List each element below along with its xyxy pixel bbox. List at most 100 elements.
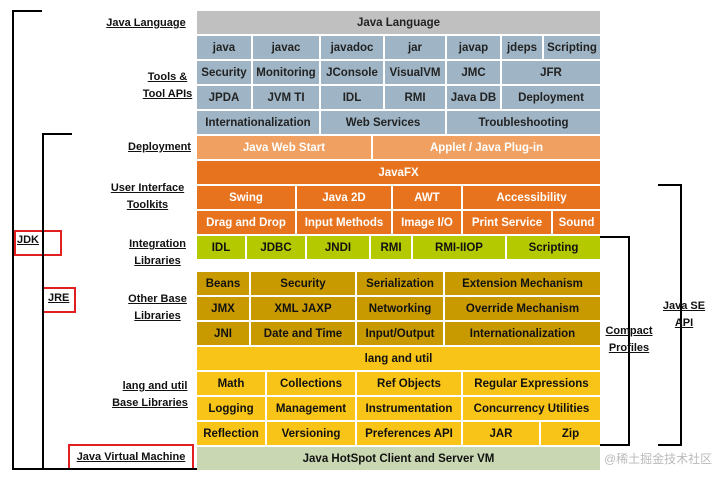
javase-bracket-top [658, 184, 682, 186]
ui-sound: Sound [553, 211, 600, 234]
javase-bracket-vertical [680, 184, 682, 446]
lang-versioning: Versioning [267, 422, 355, 445]
tool-jar: jar [385, 36, 445, 59]
label-ui-line2: Toolkits [126, 199, 169, 211]
lang-management: Management [267, 397, 355, 420]
base-date-and-time: Date and Time [251, 322, 355, 345]
integ-idl: IDL [197, 236, 245, 259]
compact-bracket-top [600, 236, 630, 238]
tool-javap: javap [447, 36, 500, 59]
compact-bracket-vertical [628, 236, 630, 446]
label-lang-util-line1: lang and util [122, 380, 188, 392]
tool-rmi: RMI [385, 86, 445, 109]
lang-logging: Logging [197, 397, 265, 420]
lang-reflection: Reflection [197, 422, 265, 445]
jdk-bracket-bottom [12, 468, 197, 470]
tool-internationalization: Internationalization [197, 111, 319, 134]
java-se-api-line1: Java SE [662, 300, 706, 312]
lang-regular-expressions: Regular Expressions [463, 372, 600, 395]
ui-awt: AWT [393, 186, 461, 209]
label-other-base-line1: Other Base [128, 293, 187, 305]
integ-jndi: JNDI [307, 236, 369, 259]
lang-collections: Collections [267, 372, 355, 395]
tool-javac: javac [253, 36, 319, 59]
lang-preferences-api: Preferences API [357, 422, 461, 445]
tool-scripting: Scripting [544, 36, 600, 59]
base-jni: JNI [197, 322, 249, 345]
tool-monitoring: Monitoring [253, 61, 319, 84]
base-serialization: Serialization [357, 272, 443, 295]
integ-scripting: Scripting [507, 236, 600, 259]
tool-troubleshooting: Troubleshooting [447, 111, 600, 134]
ui-image-io: Image I/O [393, 211, 461, 234]
watermark-text: @稀土掘金技术社区 [604, 452, 713, 466]
compact-profiles-line2: Profiles [608, 342, 650, 354]
ui-java2d: Java 2D [297, 186, 391, 209]
label-deployment: Deployment [128, 141, 191, 153]
label-tools-line2: Tool APIs [142, 88, 193, 100]
label-tools-line1: Tools & [147, 71, 188, 83]
javase-bracket-bottom [658, 444, 682, 446]
deploy-applet-plugin: Applet / Java Plug-in [373, 136, 600, 159]
tool-deployment: Deployment [502, 86, 600, 109]
jdk-label: JDK [17, 234, 40, 246]
base-internationalization: Internationalization [445, 322, 600, 345]
jre-bracket-vertical [42, 133, 44, 470]
tool-web-services: Web Services [321, 111, 445, 134]
compact-bracket-bottom [600, 444, 630, 446]
lang-zip: Zip [541, 422, 600, 445]
lang-concurrency-utilities: Concurrency Utilities [463, 397, 600, 420]
base-input-output: Input/Output [357, 322, 443, 345]
integ-jdbc: JDBC [247, 236, 305, 259]
java-se-api-line2: API [674, 317, 694, 329]
label-ui-line1: User Interface [110, 182, 185, 194]
jre-bracket-top [42, 133, 72, 135]
ui-drag-and-drop: Drag and Drop [197, 211, 295, 234]
lang-jar: JAR [463, 422, 539, 445]
tool-jfr: JFR [502, 61, 600, 84]
label-jvm: Java Virtual Machine [76, 451, 186, 463]
jdk-bracket-vertical [12, 10, 14, 470]
tool-jvmti: JVM TI [253, 86, 319, 109]
ui-accessibility: Accessibility [463, 186, 600, 209]
ui-print-service: Print Service [463, 211, 551, 234]
deploy-java-web-start: Java Web Start [197, 136, 371, 159]
base-extension-mechanism: Extension Mechanism [445, 272, 600, 295]
label-java-language: Java Language [106, 17, 186, 29]
base-jmx: JMX [197, 297, 249, 320]
label-other-base-line2: Libraries [134, 310, 181, 322]
jdk-highlight-box [14, 230, 62, 256]
jvm-highlight-box [68, 444, 194, 470]
tool-java: java [197, 36, 251, 59]
java-language-cell: Java Language [197, 11, 600, 34]
base-security: Security [251, 272, 355, 295]
base-xml-jaxp: XML JAXP [251, 297, 355, 320]
tool-idl: IDL [321, 86, 383, 109]
integ-rmi: RMI [371, 236, 411, 259]
lang-ref-objects: Ref Objects [357, 372, 461, 395]
base-networking: Networking [357, 297, 443, 320]
lang-math: Math [197, 372, 265, 395]
jdk-bracket-top [12, 10, 42, 12]
compact-profiles-line1: Compact [605, 325, 653, 337]
tool-jmc: JMC [447, 61, 500, 84]
jvm-hotspot-cell: Java HotSpot Client and Server VM [197, 447, 600, 470]
base-beans: Beans [197, 272, 249, 295]
label-integration-line2: Libraries [134, 255, 181, 267]
base-override-mechanism: Override Mechanism [445, 297, 600, 320]
tool-jpda: JPDA [197, 86, 251, 109]
tool-security: Security [197, 61, 251, 84]
jre-label: JRE [48, 292, 70, 304]
tool-jconsole: JConsole [321, 61, 383, 84]
tool-visualvm: VisualVM [385, 61, 445, 84]
integ-rmi-iiop: RMI-IIOP [413, 236, 505, 259]
lang-instrumentation: Instrumentation [357, 397, 461, 420]
ui-swing: Swing [197, 186, 295, 209]
ui-input-methods: Input Methods [297, 211, 391, 234]
tool-jdeps: jdeps [502, 36, 542, 59]
label-lang-util-line2: Base Libraries [112, 397, 188, 409]
tool-javadb: Java DB [447, 86, 500, 109]
tool-javadoc: javadoc [321, 36, 383, 59]
lang-and-util-cell: lang and util [197, 347, 600, 370]
ui-javafx: JavaFX [197, 161, 600, 184]
